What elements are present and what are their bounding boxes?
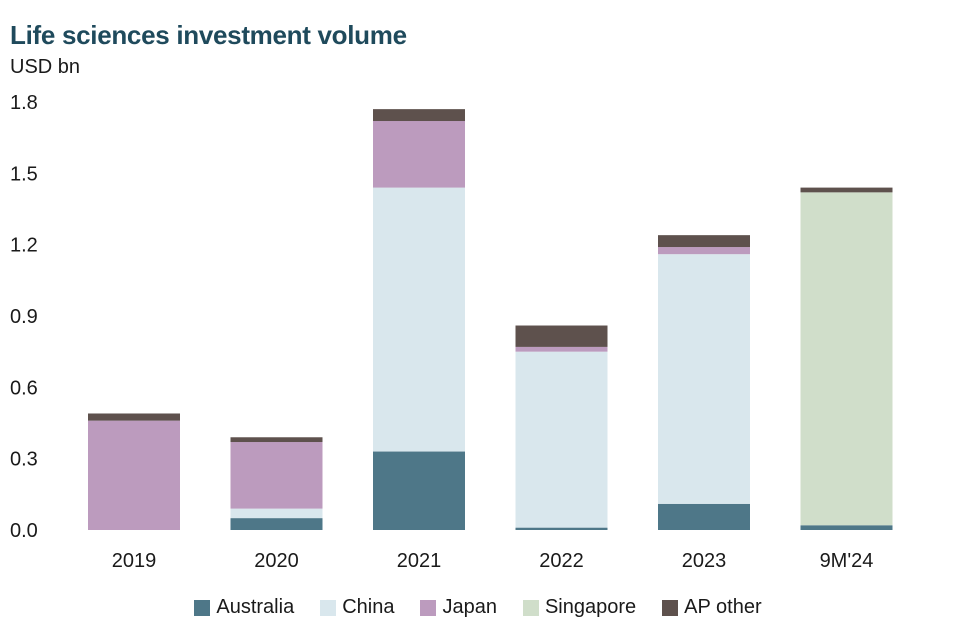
legend-label: Australia xyxy=(216,596,295,618)
y-tick-label: 1.2 xyxy=(10,235,38,257)
y-tick-label: 0.6 xyxy=(10,377,38,399)
x-tick-label: 2023 xyxy=(682,550,727,572)
y-tick-label: 0.9 xyxy=(10,306,38,328)
bar-segment-japan xyxy=(658,247,750,255)
y-tick-label: 1.8 xyxy=(10,92,38,114)
y-tick-label: 0.0 xyxy=(10,520,38,542)
legend-label: Japan xyxy=(442,596,497,618)
chart-legend: Australia China Japan Singapore AP other xyxy=(0,596,956,619)
legend-item: Japan xyxy=(420,596,497,619)
bar-segment-australia xyxy=(230,518,323,530)
legend-item: China xyxy=(320,596,394,619)
bar-segment-japan xyxy=(230,442,323,509)
bar-segment-singapore xyxy=(800,192,893,526)
bar-segment-ap-other xyxy=(373,109,465,122)
legend-swatch xyxy=(662,599,679,616)
legend-item: Singapore xyxy=(522,596,637,619)
bar-segment-china xyxy=(658,254,750,504)
bar-segment-ap-other xyxy=(800,187,893,193)
legend-label: Singapore xyxy=(544,596,637,618)
bar-segment-australia xyxy=(658,503,750,530)
legend-item: Australia xyxy=(194,596,294,619)
bar-segment-japan xyxy=(515,346,608,352)
y-tick-label: 0.3 xyxy=(10,449,38,471)
legend-swatch xyxy=(320,599,337,616)
legend-label: China xyxy=(342,596,395,618)
bar-segment-ap-other xyxy=(230,437,323,443)
x-tick-label: 2021 xyxy=(397,550,442,572)
bar-segment-australia xyxy=(373,451,465,530)
legend-swatch xyxy=(420,599,437,616)
legend-swatch xyxy=(194,599,211,616)
chart-plot: 1.8 1.5 1.2 0.9 0.6 0.3 0.0 2019 2020 2021 2022 202… xyxy=(10,92,893,572)
bar-segment-ap-other xyxy=(658,235,750,248)
y-axis-unit-label: USD bn xyxy=(10,56,81,78)
bar-segment-china xyxy=(373,187,465,452)
bar-segment-ap-other xyxy=(88,413,180,421)
x-tick-label: 9M'24 xyxy=(820,550,874,572)
legend-item: AP other xyxy=(662,596,762,619)
x-tick-label: 2022 xyxy=(539,550,584,572)
bar-segment-china xyxy=(515,351,608,528)
bar-segment-ap-other xyxy=(515,325,608,347)
legend-swatch xyxy=(522,599,539,616)
bar-segment-japan xyxy=(88,420,180,530)
chart-title: Life sciences investment volume xyxy=(10,20,407,50)
bar-segment-japan xyxy=(373,121,465,188)
legend-label: AP other xyxy=(684,596,762,618)
y-tick-label: 1.5 xyxy=(10,163,38,185)
bar-segment-australia xyxy=(515,527,608,530)
x-tick-label: 2019 xyxy=(112,550,157,572)
x-tick-label: 2020 xyxy=(254,550,299,572)
bar-segment-australia xyxy=(800,525,893,530)
bar-segment-china xyxy=(230,508,323,519)
